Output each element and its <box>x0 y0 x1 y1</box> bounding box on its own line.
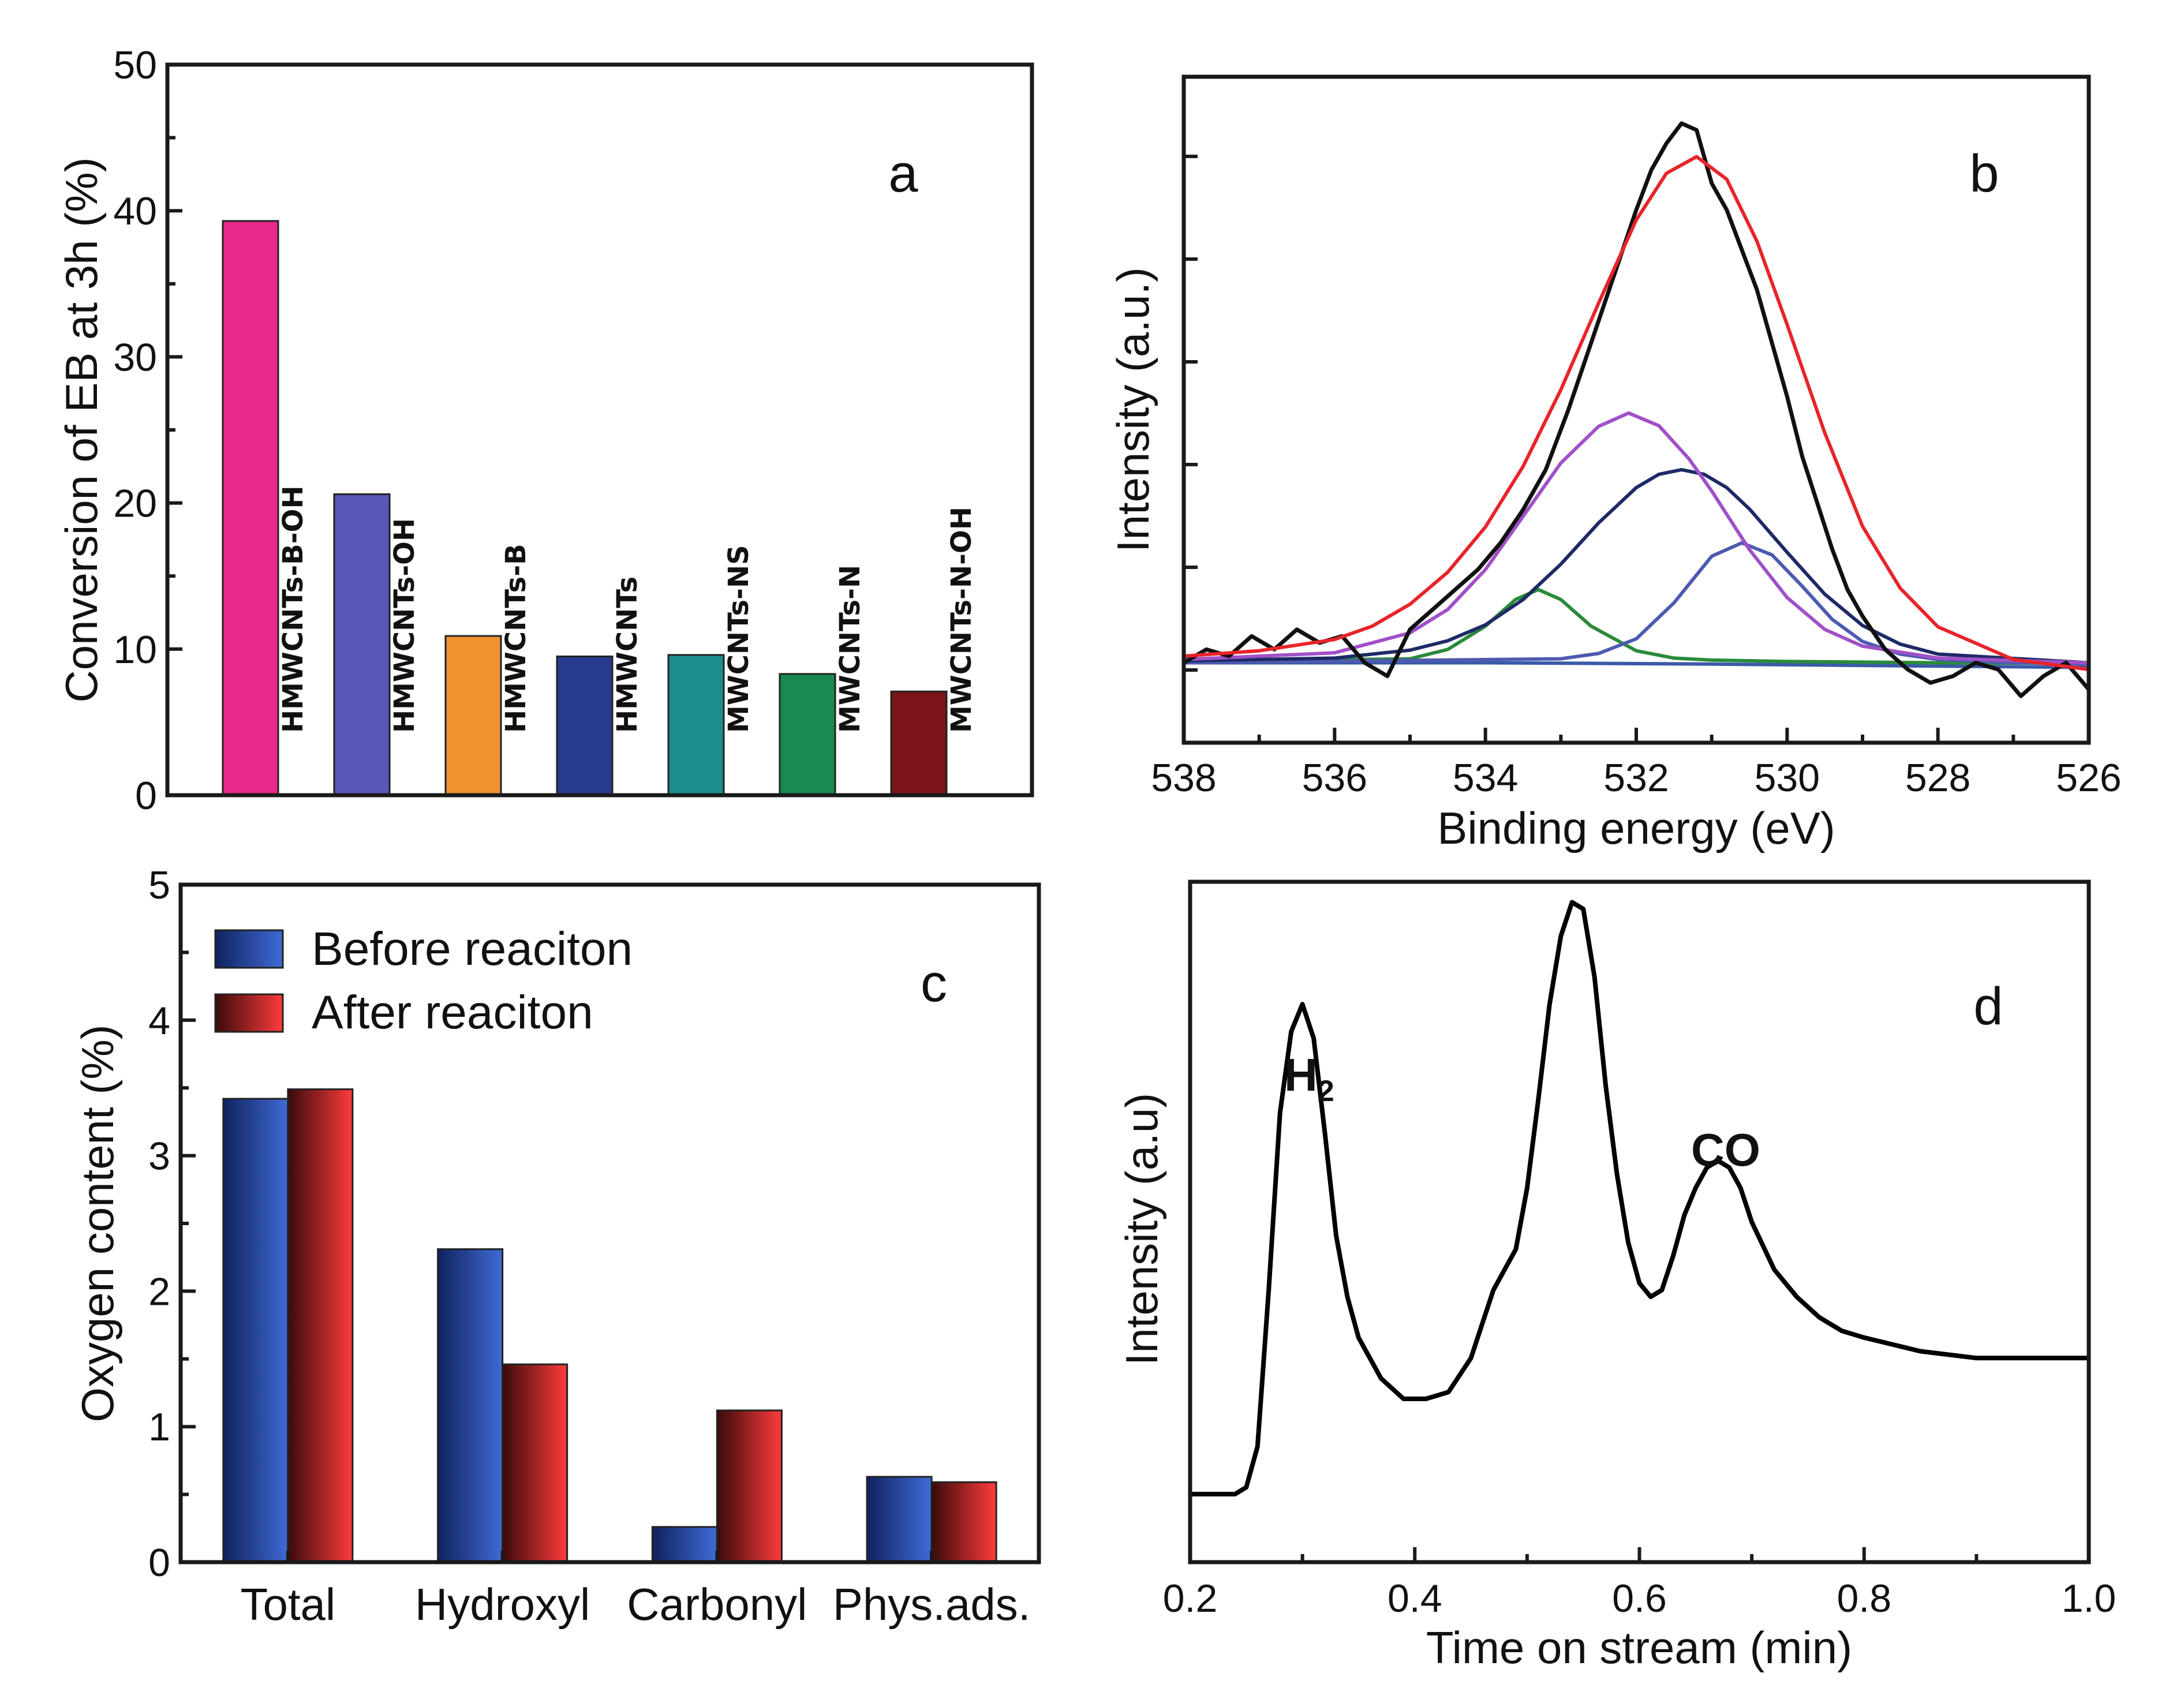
bar-a-label-0: HMWCNTs-B-OH <box>277 485 309 733</box>
bar-a-label-4: MWCNTs-NS <box>723 545 755 733</box>
a-ytick-label: 50 <box>113 43 157 87</box>
c-ytick-label: 4 <box>148 999 170 1043</box>
d-xtick-label: 0.4 <box>1388 1577 1442 1620</box>
b-series-6 <box>1184 661 2089 669</box>
d-xtick-label: 1.0 <box>2062 1577 2116 1620</box>
c-ytick-label: 1 <box>148 1405 170 1449</box>
panel-c-bars <box>222 1088 997 1563</box>
bar-c-before-1 <box>437 1248 504 1563</box>
bar-c-after-1 <box>502 1363 569 1563</box>
panel-b-curves <box>1183 121 2090 698</box>
c-xtick-label: Total <box>240 1579 335 1630</box>
b-xtick-label: 528 <box>1905 756 1970 800</box>
bar-a-6 <box>890 690 948 796</box>
panel-d-x-axis-label: Time on stream (min) <box>1426 1622 1852 1673</box>
c-ytick-label: 2 <box>148 1270 170 1313</box>
bar-c-after-3 <box>930 1481 997 1563</box>
d-xtick-label: 0.6 <box>1612 1577 1667 1620</box>
panel-c-y-axis-label: Oxygen content (%) <box>72 1024 123 1422</box>
c-ytick-label: 0 <box>148 1541 170 1585</box>
c-ytick-label: 3 <box>148 1135 170 1178</box>
panel-c-frame <box>178 882 1041 1564</box>
bar-a-label-2: HMWCNTs-B <box>500 544 532 733</box>
panel-b-label: b <box>1969 144 1999 203</box>
panel-d-curves <box>1190 900 2089 1497</box>
panel-c-chart: Total Hydroxyl Carbonyl Phys.ads. 0 1 2 3 4 5 Oxy… <box>72 863 1041 1630</box>
bar-c-before-2 <box>651 1526 718 1563</box>
b-series-5 <box>1183 541 2089 666</box>
a-ytick-label: 10 <box>113 628 157 672</box>
bar-a-label-3: HMWCNTs <box>611 577 644 733</box>
panel-a-bars: HMWCNTs-B-OH HMWCNTs-OH HMWCNTs-B HMWCNTs MW… <box>222 220 978 796</box>
c-ytick-label: 5 <box>148 863 170 907</box>
bar-c-after-0 <box>287 1088 354 1563</box>
a-ytick-label: 20 <box>113 482 157 526</box>
b-series-0 <box>1183 121 2090 698</box>
panel-b-frame <box>1181 74 2091 745</box>
panel-d-chart: 0.2 0.4 0.6 0.8 1.0 Time on stream (min) Int… <box>1116 879 2116 1673</box>
b-xtick-label: 532 <box>1603 756 1669 800</box>
bar-a-1 <box>333 493 391 796</box>
panel-d-label: d <box>1973 977 2003 1036</box>
d-xtick-label: 0.2 <box>1163 1577 1218 1620</box>
legend-swatch-after <box>214 993 284 1033</box>
d-series-tpd <box>1190 900 2089 1497</box>
panel-a-frame <box>165 62 1034 798</box>
panel-b-y-axis-label: Intensity (a.u.) <box>1108 267 1158 552</box>
annotation-co: CO <box>1691 1124 1760 1176</box>
bar-a-3 <box>556 655 614 796</box>
b-xtick-label: 526 <box>2056 756 2121 800</box>
b-series-1 <box>1183 155 2089 672</box>
annotation-h2: H2 <box>1284 1049 1334 1108</box>
bar-a-0 <box>222 220 279 796</box>
panel-d-y-axis-label: Intensity (a.u) <box>1116 1093 1167 1366</box>
panel-c-ticks: Total Hydroxyl Carbonyl Phys.ads. 0 1 2 3 4 5 <box>148 863 1030 1630</box>
b-series-3 <box>1183 411 2089 665</box>
b-series-2 <box>1183 587 2089 665</box>
a-ytick-label: 40 <box>113 189 157 233</box>
b-xtick-label: 534 <box>1453 756 1518 800</box>
legend-label-after: After reaciton <box>312 986 593 1039</box>
panel-d-frame <box>1188 879 2091 1564</box>
legend-label-before: Before reaciton <box>312 923 633 975</box>
bar-c-before-0 <box>222 1098 289 1563</box>
bar-a-4 <box>667 654 725 796</box>
panel-d-ticks: 0.2 0.4 0.6 0.8 1.0 <box>1163 1547 2116 1620</box>
panel-c-label: c <box>921 954 947 1013</box>
bar-c-after-2 <box>716 1409 783 1563</box>
panel-b-chart: 538 536 534 532 530 528 526 Binding energy (eV… <box>1108 74 2122 854</box>
c-xtick-label: Hydroxyl <box>415 1579 590 1630</box>
annotation-h2-main: H <box>1284 1049 1318 1100</box>
panel-b-ticks: 538 536 534 532 530 528 526 <box>1151 155 2122 800</box>
bar-a-label-5: MWCNTs-N <box>834 565 866 733</box>
annotation-h2-sub: 2 <box>1318 1075 1334 1108</box>
d-xtick-label: 0.8 <box>1837 1577 1891 1620</box>
panel-a-chart: HMWCNTs-B-OH HMWCNTs-OH HMWCNTs-B HMWCNTs MW… <box>56 43 1034 818</box>
legend-swatch-before <box>214 929 284 969</box>
bar-a-label-1: HMWCNTs-OH <box>388 518 421 733</box>
panel-a-y-ticks: 0 10 20 30 40 50 <box>113 43 182 818</box>
panel-c-legend: Before reaciton After reaciton <box>214 923 633 1039</box>
b-series-4 <box>1183 467 2089 665</box>
bar-a-2 <box>444 635 502 796</box>
bar-a-5 <box>779 673 836 796</box>
b-xtick-label: 538 <box>1151 756 1216 800</box>
a-ytick-label: 0 <box>135 774 157 818</box>
panel-b-x-axis-label: Binding energy (eV) <box>1437 803 1835 854</box>
a-ytick-label: 30 <box>113 335 157 379</box>
b-xtick-label: 530 <box>1755 756 1820 800</box>
c-xtick-label: Carbonyl <box>627 1579 807 1630</box>
bar-a-label-6: MWCNTs-N-OH <box>945 507 978 733</box>
panel-a-label: a <box>888 144 918 203</box>
bar-c-before-3 <box>866 1476 933 1563</box>
panel-a-y-axis-label: Conversion of EB at 3h (%) <box>56 157 107 702</box>
c-xtick-label: Phys.ads. <box>833 1579 1031 1630</box>
b-xtick-label: 536 <box>1302 756 1367 800</box>
